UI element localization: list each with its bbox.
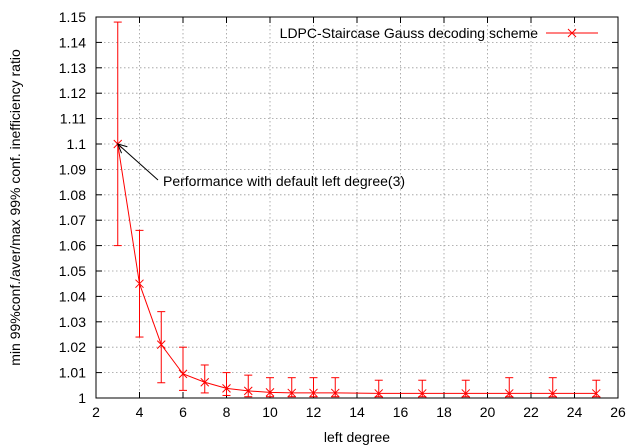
legend-marker xyxy=(567,28,577,38)
data-point-stroke xyxy=(287,388,297,398)
legend-label: LDPC-Staircase Gauss decoding scheme xyxy=(280,25,539,41)
data-point xyxy=(265,388,275,397)
data-point xyxy=(504,389,514,398)
x-tick-label: 10 xyxy=(262,404,278,420)
annotation-arrow-line xyxy=(117,143,159,181)
data-point-stroke xyxy=(309,388,318,398)
data-point xyxy=(156,340,166,350)
data-point xyxy=(287,388,297,398)
data-point xyxy=(135,279,144,289)
data-point xyxy=(200,377,210,387)
data-point-stroke xyxy=(178,369,188,379)
x-tick-label: 20 xyxy=(480,404,496,420)
data-point xyxy=(461,389,471,398)
data-point xyxy=(417,389,427,398)
data-point xyxy=(374,389,384,398)
x-tick-label: 4 xyxy=(136,404,144,420)
data-point-stroke xyxy=(200,377,210,387)
x-tick-label: 18 xyxy=(436,404,452,420)
y-axis-label: min 99%conf./aver/max 99% conf. ineffici… xyxy=(7,49,23,366)
data-series xyxy=(113,21,601,398)
y-tick-label: 1.03 xyxy=(59,314,86,330)
x-axis-label: left degree xyxy=(324,429,390,445)
data-point xyxy=(591,389,601,398)
data-point xyxy=(548,389,558,398)
data-point xyxy=(309,388,318,398)
data-point-stroke xyxy=(374,389,384,398)
data-point-stroke xyxy=(591,389,601,398)
axis-ticks: 2 4 6 8 10 12 14 16 18 20 22 24 2611.011.021.031.041… xyxy=(59,9,626,420)
y-tick-label: 1.15 xyxy=(59,9,86,25)
annotation-arrow-head xyxy=(116,143,128,154)
data-point xyxy=(243,386,253,396)
x-tick-label: 16 xyxy=(393,404,409,420)
y-tick-label: 1.06 xyxy=(59,238,86,254)
y-tick-label: 1 xyxy=(78,390,86,406)
y-tick-label: 1.05 xyxy=(59,263,86,279)
y-tick-label: 1.1 xyxy=(67,136,87,152)
data-point-stroke xyxy=(417,389,427,398)
y-tick-label: 1.12 xyxy=(59,85,86,101)
x-tick-label: 8 xyxy=(223,404,231,420)
data-point-stroke xyxy=(330,388,340,398)
y-tick-label: 1.14 xyxy=(59,34,86,50)
y-tick-label: 1.04 xyxy=(59,288,86,304)
annotation-group: Performance with default left degree(3) xyxy=(116,143,405,189)
y-tick-label: 1.07 xyxy=(59,212,86,228)
data-point-stroke xyxy=(243,386,253,396)
legend: LDPC-Staircase Gauss decoding scheme xyxy=(280,25,598,41)
y-tick-label: 1.13 xyxy=(59,60,86,76)
y-tick-label: 1.08 xyxy=(59,187,86,203)
x-tick-label: 2 xyxy=(92,404,100,420)
annotation-text: Performance with default left degree(3) xyxy=(163,173,405,189)
y-tick-label: 1.02 xyxy=(59,339,86,355)
data-point xyxy=(178,369,188,379)
data-point xyxy=(222,383,231,393)
y-tick-label: 1.01 xyxy=(59,365,86,381)
x-tick-label: 22 xyxy=(523,404,539,420)
y-tick-label: 1.11 xyxy=(60,111,86,127)
x-tick-label: 24 xyxy=(567,404,583,420)
x-tick-label: 6 xyxy=(179,404,187,420)
legend-marker-stroke xyxy=(567,28,577,38)
data-point-stroke xyxy=(156,340,166,350)
grid-lines xyxy=(96,17,618,398)
data-point-stroke xyxy=(265,388,275,397)
data-point-stroke xyxy=(461,389,471,398)
data-point-stroke xyxy=(504,389,514,398)
x-tick-label: 14 xyxy=(349,404,365,420)
data-point-stroke xyxy=(548,389,558,398)
data-point xyxy=(330,388,340,398)
y-tick-label: 1.09 xyxy=(59,161,86,177)
x-tick-label: 26 xyxy=(610,404,626,420)
x-tick-label: 12 xyxy=(306,404,322,420)
data-point-stroke xyxy=(135,279,144,289)
data-point-stroke xyxy=(222,383,231,393)
